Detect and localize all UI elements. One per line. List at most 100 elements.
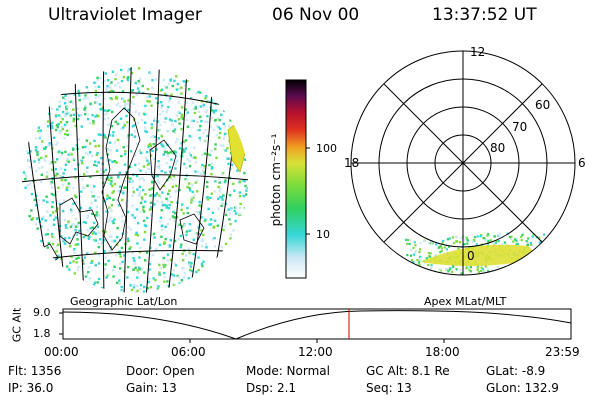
pixel-speckle [123,124,126,127]
pixel-speckle [86,96,90,100]
pixel-speckle [210,167,214,170]
pixel-speckle [128,247,131,251]
pixel-speckle [49,214,52,217]
pixel-speckle [476,235,479,238]
pixel-speckle [235,206,238,209]
pixel-speckle [184,139,188,142]
pixel-speckle [45,171,49,174]
pixel-speckle [187,277,190,280]
pixel-speckle [222,144,225,147]
pixel-speckle [122,122,126,125]
pixel-speckle [81,146,85,149]
pixel-speckle [129,150,133,153]
pixel-speckle [85,281,88,284]
pixel-speckle [95,211,99,214]
pixel-speckle [462,239,465,242]
pixel-speckle [438,268,441,271]
pixel-speckle [153,135,157,138]
pixel-speckle [160,169,163,173]
pixel-speckle [101,82,104,85]
pixel-speckle [91,232,95,235]
pixel-speckle [58,105,61,108]
pixel-speckle [445,248,448,251]
pixel-speckle [65,226,68,229]
pixel-speckle [68,100,71,103]
pixel-speckle [181,203,184,206]
pixel-speckle [76,112,79,115]
pixel-speckle [149,154,153,157]
pixel-speckle [486,234,489,237]
pixel-speckle [412,253,415,256]
pixel-speckle [469,265,473,268]
pixel-speckle [209,196,212,199]
pixel-speckle [147,277,151,280]
pixel-speckle [76,238,79,241]
pixel-speckle [188,252,191,255]
pixel-speckle [37,161,41,164]
pixel-speckle [141,268,144,271]
pixel-speckle [97,144,101,147]
pixel-speckle [198,136,201,140]
pixel-speckle [161,191,164,194]
pixel-speckle [69,151,72,155]
pixel-speckle [220,204,223,207]
pixel-speckle [137,271,140,274]
color-bar-unit-label: photon cm⁻²s⁻¹ [269,133,283,227]
pixel-speckle [175,155,178,158]
pixel-speckle [48,142,51,145]
pixel-speckle [164,117,167,120]
pixel-speckle [202,103,205,107]
pixel-speckle [158,271,161,274]
pixel-speckle [165,197,168,201]
pixel-speckle [156,287,159,290]
pixel-speckle [142,165,146,168]
pixel-speckle [200,229,203,232]
pixel-speckle [165,161,168,165]
pixel-speckle [94,145,97,148]
pixel-speckle [186,158,189,161]
pixel-speckle [74,232,77,235]
pixel-speckle [104,256,107,259]
pixel-speckle [68,185,71,188]
pixel-speckle [194,105,197,109]
pixel-speckle [108,249,112,252]
pixel-speckle [183,224,186,227]
pixel-speckle [65,110,68,114]
pixel-speckle [108,219,111,222]
pixel-speckle [545,262,548,265]
pixel-speckle [198,91,202,94]
pixel-speckle [173,284,176,287]
pixel-speckle [145,251,149,254]
pixel-speckle [179,282,183,285]
pixel-speckle [168,166,172,169]
pixel-speckle [434,254,437,257]
pixel-speckle [94,227,97,230]
pixel-speckle [73,93,76,96]
pixel-speckle [230,163,234,167]
pixel-speckle [74,243,77,246]
pixel-speckle [148,71,151,74]
pixel-speckle [167,82,170,86]
pixel-speckle [418,272,421,275]
pixel-speckle [89,206,92,210]
coastline [59,197,99,245]
pixel-speckle [552,247,555,250]
pixel-speckle [89,104,93,107]
pixel-speckle [405,239,408,242]
pixel-speckle [193,146,196,149]
pixel-speckle [189,268,192,272]
pixel-speckle [121,215,124,218]
pixel-speckle [109,235,112,238]
status-gc-alt: GC Alt: 8.1 Re [366,364,450,378]
longitude-line [102,67,105,293]
pixel-speckle [22,171,26,174]
pixel-speckle [167,207,171,210]
pixel-speckle [209,218,213,221]
pixel-speckle [97,254,101,257]
pixel-speckle [415,271,418,274]
pixel-speckle [100,241,104,245]
pixel-speckle [451,264,455,267]
pixel-speckle [188,159,191,163]
pixel-speckle [50,180,53,184]
pixel-speckle [412,260,415,264]
